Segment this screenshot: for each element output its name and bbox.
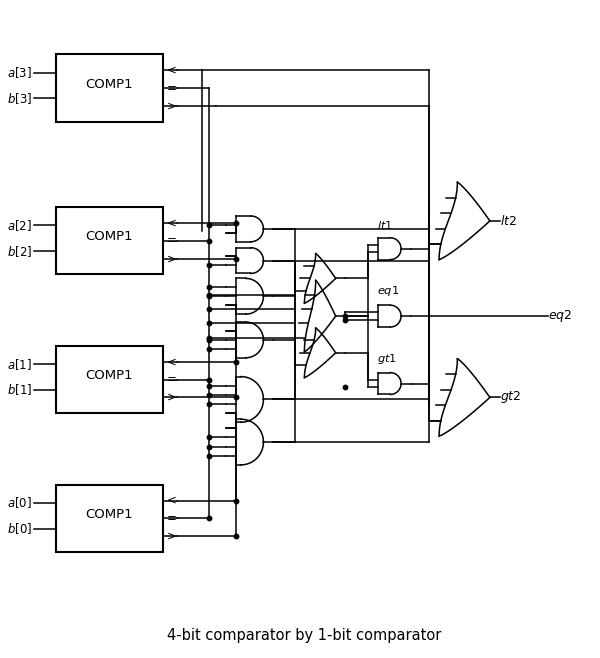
Text: $a[1]$: $a[1]$ bbox=[7, 357, 32, 372]
Text: =: = bbox=[167, 512, 176, 525]
Text: <: < bbox=[167, 64, 176, 77]
Text: =: = bbox=[167, 82, 176, 95]
Bar bbox=[56, 55, 163, 122]
Text: $b[1]$: $b[1]$ bbox=[7, 382, 32, 397]
Text: >: > bbox=[167, 391, 176, 404]
Text: >: > bbox=[167, 252, 176, 265]
Text: $gt2$: $gt2$ bbox=[500, 390, 521, 405]
Text: COMP1: COMP1 bbox=[85, 369, 133, 382]
Text: $eq1$: $eq1$ bbox=[377, 284, 399, 298]
Text: COMP1: COMP1 bbox=[85, 78, 133, 91]
Text: $b[3]$: $b[3]$ bbox=[7, 91, 32, 106]
Text: $eq2$: $eq2$ bbox=[548, 308, 572, 324]
Text: =: = bbox=[167, 373, 176, 386]
Text: <: < bbox=[167, 216, 176, 230]
Bar bbox=[56, 346, 163, 413]
Text: $a[3]$: $a[3]$ bbox=[7, 65, 32, 80]
Text: $b[2]$: $b[2]$ bbox=[7, 243, 32, 259]
Text: >: > bbox=[167, 530, 176, 543]
Text: <: < bbox=[167, 494, 176, 507]
Text: 4-bit comparator by 1-bit comparator: 4-bit comparator by 1-bit comparator bbox=[167, 628, 442, 643]
Text: $lt2$: $lt2$ bbox=[500, 214, 517, 228]
Text: COMP1: COMP1 bbox=[85, 230, 133, 243]
Text: $lt1$: $lt1$ bbox=[377, 219, 392, 231]
Text: <: < bbox=[167, 355, 176, 368]
Text: $b[0]$: $b[0]$ bbox=[7, 521, 32, 536]
Text: $a[2]$: $a[2]$ bbox=[7, 218, 32, 233]
Text: $a[0]$: $a[0]$ bbox=[7, 495, 32, 511]
Text: =: = bbox=[167, 234, 176, 247]
Bar bbox=[56, 207, 163, 274]
Bar bbox=[56, 485, 163, 552]
Text: $gt1$: $gt1$ bbox=[377, 351, 397, 366]
Text: COMP1: COMP1 bbox=[85, 508, 133, 521]
Text: >: > bbox=[167, 99, 176, 113]
